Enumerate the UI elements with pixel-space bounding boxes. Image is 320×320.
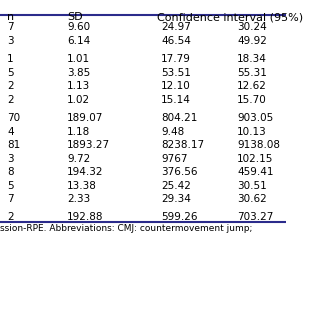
Text: 1.01: 1.01 (67, 54, 90, 64)
Text: 18.34: 18.34 (237, 54, 267, 64)
Text: 9.60: 9.60 (67, 22, 90, 32)
Text: 46.54: 46.54 (161, 36, 191, 45)
Text: 7: 7 (7, 22, 14, 32)
Text: 1.18: 1.18 (67, 126, 90, 137)
Text: 15.14: 15.14 (161, 94, 191, 105)
Text: 24.97: 24.97 (161, 22, 191, 32)
Text: SD: SD (67, 12, 83, 22)
Text: 12.10: 12.10 (161, 81, 191, 91)
Text: 17.79: 17.79 (161, 54, 191, 64)
Text: 1.02: 1.02 (67, 94, 90, 105)
Text: 804.21: 804.21 (161, 113, 197, 123)
Text: 49.92: 49.92 (237, 36, 267, 45)
Text: 192.88: 192.88 (67, 212, 104, 222)
Text: 5: 5 (7, 180, 14, 190)
Text: 9767: 9767 (161, 154, 188, 164)
Text: 15.70: 15.70 (237, 94, 267, 105)
Text: 3.85: 3.85 (67, 68, 90, 77)
Text: 3: 3 (7, 36, 14, 45)
Text: n: n (7, 12, 14, 22)
Text: 53.51: 53.51 (161, 68, 191, 77)
Text: 13.38: 13.38 (67, 180, 97, 190)
Text: 81: 81 (7, 140, 20, 150)
Text: 2: 2 (7, 94, 14, 105)
Text: 1893.27: 1893.27 (67, 140, 110, 150)
Text: 30.62: 30.62 (237, 194, 267, 204)
Text: 25.42: 25.42 (161, 180, 191, 190)
Text: 12.62: 12.62 (237, 81, 267, 91)
Text: 10.13: 10.13 (237, 126, 267, 137)
Text: 599.26: 599.26 (161, 212, 197, 222)
Text: 903.05: 903.05 (237, 113, 273, 123)
Text: 8238.17: 8238.17 (161, 140, 204, 150)
Text: 3: 3 (7, 154, 14, 164)
Text: 2.33: 2.33 (67, 194, 90, 204)
Text: 70: 70 (7, 113, 20, 123)
Text: 9138.08: 9138.08 (237, 140, 280, 150)
Text: 4: 4 (7, 126, 14, 137)
Text: 194.32: 194.32 (67, 167, 104, 177)
Text: 9.48: 9.48 (161, 126, 184, 137)
Text: ssion-RPE. Abbreviations: CMJ: countermovement jump;: ssion-RPE. Abbreviations: CMJ: countermo… (0, 224, 252, 233)
Text: 6.14: 6.14 (67, 36, 90, 45)
Text: 1: 1 (7, 54, 14, 64)
Text: 703.27: 703.27 (237, 212, 273, 222)
Text: Confidence interval (95%): Confidence interval (95%) (156, 12, 303, 22)
Text: 9.72: 9.72 (67, 154, 90, 164)
Text: 8: 8 (7, 167, 14, 177)
Text: 2: 2 (7, 212, 14, 222)
Text: 2: 2 (7, 81, 14, 91)
Text: 30.51: 30.51 (237, 180, 267, 190)
Text: 30.24: 30.24 (237, 22, 267, 32)
Text: 102.15: 102.15 (237, 154, 273, 164)
Text: 29.34: 29.34 (161, 194, 191, 204)
Text: 55.31: 55.31 (237, 68, 267, 77)
Text: 376.56: 376.56 (161, 167, 197, 177)
Text: 1.13: 1.13 (67, 81, 90, 91)
Text: 5: 5 (7, 68, 14, 77)
Text: 189.07: 189.07 (67, 113, 103, 123)
Text: 459.41: 459.41 (237, 167, 274, 177)
Text: 7: 7 (7, 194, 14, 204)
